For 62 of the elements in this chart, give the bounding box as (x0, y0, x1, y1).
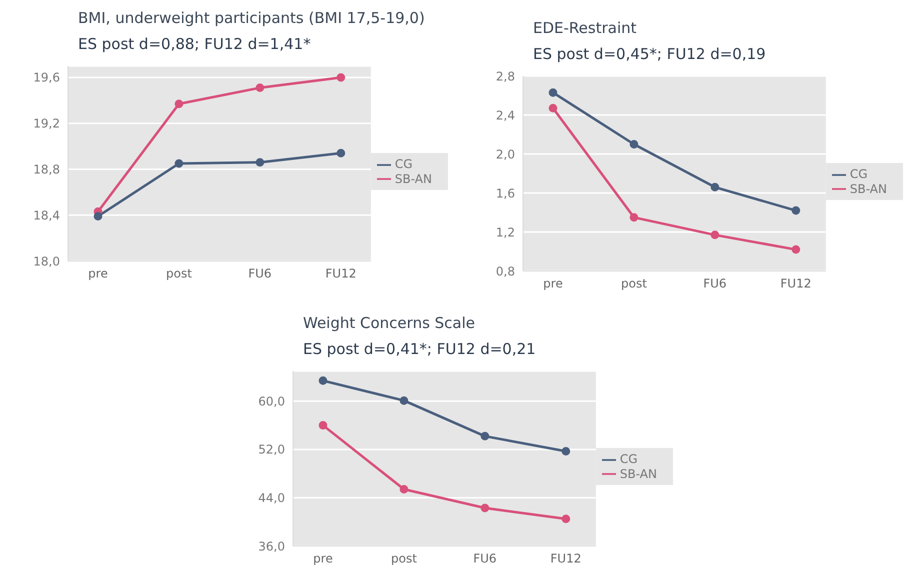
x-tick-label: pre (543, 276, 563, 291)
point (400, 396, 408, 405)
y-tick-label: 2,8 (496, 69, 515, 84)
x-tick-label: post (166, 266, 192, 281)
chart-title: EDE-Restraint (533, 18, 638, 38)
point (256, 158, 264, 167)
x-tick-label: post (621, 276, 648, 291)
point (630, 140, 638, 148)
legend-label: CG (850, 166, 868, 181)
point (256, 84, 264, 92)
y-tick-label: 0,8 (496, 264, 515, 278)
y-tick-label: 60,0 (258, 394, 285, 408)
legend-label: SB-AN (850, 182, 887, 196)
point (336, 73, 346, 82)
chart-subtitle: ES post d=0,88; FU12 d=1,41* (78, 34, 312, 54)
chart-title: BMI, underweight participants (BMI 17,5-19,0) (78, 8, 426, 28)
legend-label: CG (620, 452, 638, 466)
x-tick-label: pre (88, 266, 108, 281)
x-tick-label: post (391, 552, 418, 566)
y-tick-label: 52,0 (258, 442, 285, 457)
x-tick-label: FU12 (780, 276, 812, 291)
point (562, 447, 570, 456)
y-tick-label: 2,4 (496, 108, 515, 122)
y-tick-label: 1,2 (496, 225, 515, 240)
legend-label: CG (394, 156, 413, 171)
y-tick-label: 1,6 (496, 186, 515, 200)
point (336, 148, 346, 158)
point (562, 514, 570, 524)
point (174, 100, 184, 108)
point (548, 88, 558, 97)
y-tick-label: 44,0 (258, 490, 285, 505)
point (710, 182, 720, 192)
x-tick-label: FU6 (473, 552, 497, 566)
y-tick-label: 2,0 (496, 147, 515, 162)
point (318, 376, 328, 385)
y-tick-label: 19,2 (33, 116, 60, 131)
point (548, 104, 558, 112)
chart-subtitle: ES post d=0,41*; FU12 d=0,21 (303, 339, 537, 359)
point (318, 421, 328, 430)
x-tick-label: FU6 (703, 276, 727, 291)
point (480, 432, 490, 440)
x-tick-label: pre (313, 552, 333, 566)
x-tick-label: FU12 (325, 266, 356, 281)
point (792, 245, 800, 254)
chart-title: Weight Concerns Scale (303, 313, 476, 333)
y-tick-label: 18,0 (33, 254, 60, 268)
y-tick-label: 36,0 (258, 539, 285, 554)
chart-subtitle: ES post d=0,45*; FU12 d=0,19 (533, 44, 767, 64)
x-tick-label: FU6 (248, 266, 272, 281)
legend-label: SB-AN (394, 172, 432, 186)
point (792, 206, 800, 215)
x-tick-label: FU12 (550, 552, 582, 566)
y-tick-label: 19,6 (33, 70, 60, 85)
legend-label: SB-AN (620, 466, 657, 480)
y-tick-label: 18,8 (33, 162, 60, 176)
point (630, 213, 638, 222)
point (94, 212, 102, 221)
point (400, 485, 408, 494)
point (480, 504, 490, 512)
y-tick-label: 18,4 (33, 208, 60, 222)
point (710, 230, 720, 240)
point (174, 159, 184, 168)
